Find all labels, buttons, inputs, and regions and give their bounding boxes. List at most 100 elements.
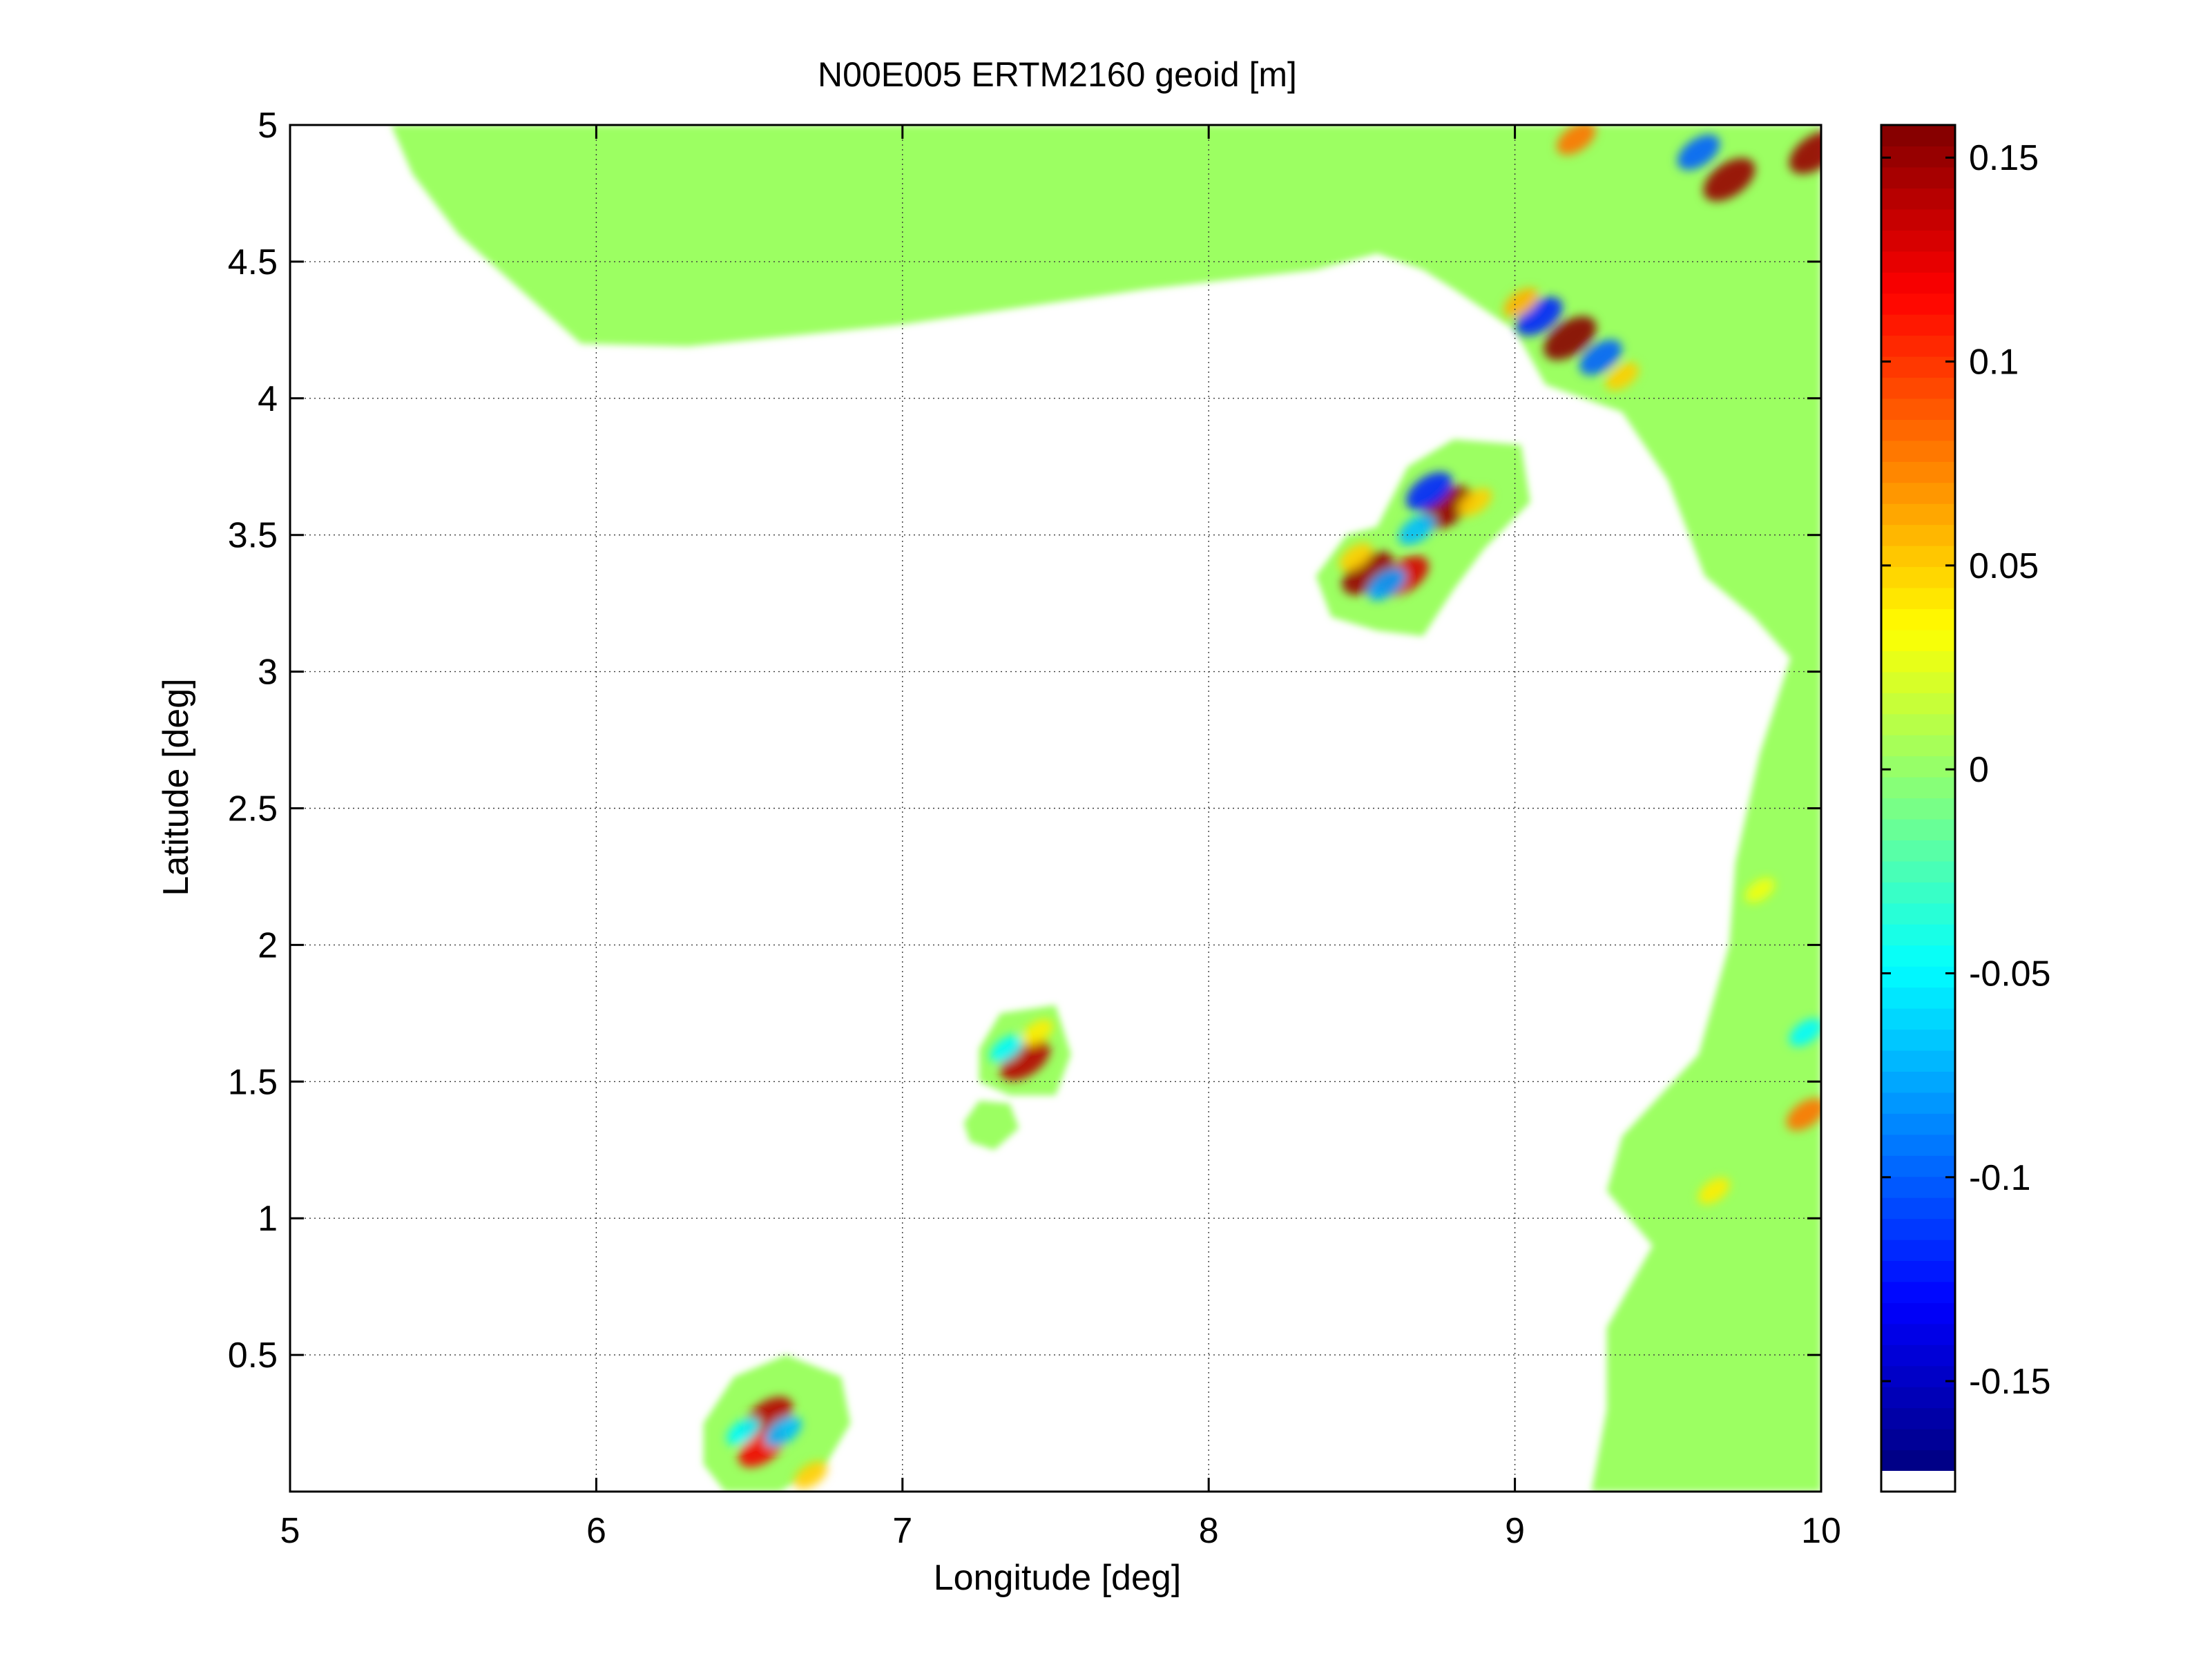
x-tick-label-5: 9 [1505,1511,1525,1551]
colorbar-band-33 [1881,777,1955,799]
colorbar-band-59 [1881,230,1955,252]
colorbar-band-29 [1881,860,1955,883]
colorbar-band-54 [1881,335,1955,357]
anomaly-point-9 [1557,125,1596,155]
colorbar-band-51 [1881,398,1955,420]
x-axis-label: Longitude [deg] [934,1558,1182,1598]
colorbar-band-9 [1881,1281,1955,1303]
colorbar-band-16 [1881,1134,1955,1156]
anomaly-point-11 [1406,472,1452,511]
colorbar-band-62 [1881,166,1955,189]
colorbar-band-44 [1881,546,1955,568]
anomaly-point-12 [1398,514,1436,546]
x-tick-label-4: 8 [1199,1511,1219,1551]
y-tick-label-6: 3 [258,653,278,693]
x-tick-label-6: 10 [1801,1511,1841,1551]
anomaly-point-7 [1789,131,1821,174]
anomaly-point-5 [1605,362,1639,391]
y-tick-label-7: 3.5 [228,516,278,556]
grid-lines [290,125,1821,1492]
colorbar-band-10 [1881,1260,1955,1282]
colorbar-band-15 [1881,1155,1955,1177]
colorbar-band-12 [1881,1218,1955,1240]
colorbar-band-52 [1881,377,1955,399]
anomaly-point-23 [764,1416,802,1447]
colorbar-band-17 [1881,1113,1955,1135]
colorbar-band-7 [1881,1323,1955,1345]
colorbar-band-26 [1881,924,1955,946]
colorbar-band-55 [1881,314,1955,336]
anomaly-point-17 [1338,543,1373,571]
y-tick-label-8: 4 [258,379,278,419]
coverage-region-4 [963,1101,1019,1150]
colorbar-band-41 [1881,608,1955,630]
colorbar-band-35 [1881,735,1955,757]
colorbar-tick-label-3: -0.05 [1969,954,2051,994]
colorbar-band-22 [1881,1008,1955,1030]
colorbar-band-64 [1881,125,1955,147]
colorbar-band-5 [1881,1365,1955,1387]
colorbar-band-18 [1881,1092,1955,1114]
colorbar-band-1 [1881,1449,1955,1472]
anomaly-point-24 [727,1417,760,1446]
colorbar-band-32 [1881,798,1955,820]
y-tick-label-2: 1 [258,1199,278,1239]
colorbar-tick-label-2: -0.1 [1969,1158,2031,1198]
y-tick-label-1: 0.5 [228,1336,278,1376]
y-tick-label-5: 2.5 [228,789,278,829]
colorbar-ticks: -0.15 -0.1 -0.05 0 0.05 0.1 0.15 [1881,138,2051,1402]
colorbar-band-45 [1881,524,1955,546]
colorbar-band-50 [1881,419,1955,441]
colorbar-band-4 [1881,1387,1955,1409]
colorbar-band-28 [1881,882,1955,904]
colorbar-band-14 [1881,1176,1955,1198]
colorbar-band-31 [1881,818,1955,841]
anomaly-point-20 [1021,1019,1053,1046]
colorbar-band-38 [1881,671,1955,693]
colorbar-band-61 [1881,188,1955,210]
anomaly-point-3 [1579,339,1622,376]
y-tick-label-10: 5 [258,106,278,146]
colorbar-band-20 [1881,1050,1955,1072]
colorbar-tick-label-4: 0 [1969,750,1989,790]
colorbar-band-48 [1881,461,1955,483]
colorbar-band-49 [1881,440,1955,462]
colorbar-tick-label-7: 0.15 [1969,138,2039,178]
colorbar-band-53 [1881,356,1955,378]
colorbar-band-36 [1881,713,1955,735]
anomaly-point-6 [1703,157,1756,202]
anomaly-point-26 [1786,1098,1821,1131]
x-tick-label-2: 6 [586,1511,606,1551]
anomaly-point-4 [1503,287,1539,318]
colorbar-band-11 [1881,1240,1955,1262]
y-axis-label: Latitude [deg] [156,678,196,896]
colorbar-nodata-band [1881,1471,1955,1492]
colorbar-band-3 [1881,1407,1955,1429]
y-tick-label-3: 1.5 [228,1062,278,1102]
colorbar-band-58 [1881,251,1955,273]
anomaly-point-13 [1458,488,1492,517]
colorbar-band-6 [1881,1344,1955,1367]
colorbar-band-19 [1881,1071,1955,1093]
colorbar-band-8 [1881,1302,1955,1324]
anomaly-point-16 [1367,568,1406,601]
colorbar-band-37 [1881,693,1955,715]
x-ticks: 5 6 7 8 9 10 [280,125,1841,1551]
colorbar-band-30 [1881,840,1955,862]
colorbar-tick-label-6: 0.1 [1969,343,2019,383]
colorbar-band-39 [1881,650,1955,673]
colorbar-band-47 [1881,482,1955,504]
colorbar-band-43 [1881,566,1955,588]
x-tick-label-3: 7 [892,1511,912,1551]
y-tick-label-4: 2 [258,925,278,965]
x-tick-label-1: 5 [280,1511,300,1551]
colorbar-band-25 [1881,945,1955,967]
colorbar-band-34 [1881,755,1955,778]
colorbar-band-40 [1881,629,1955,651]
colorbar-band-57 [1881,272,1955,294]
anomaly-point-8 [1677,134,1720,171]
colorbar-frame [1880,124,1956,1493]
colorbar-band-56 [1881,293,1955,315]
anomaly-point-1 [1543,316,1597,360]
colorbar-band-46 [1881,503,1955,526]
